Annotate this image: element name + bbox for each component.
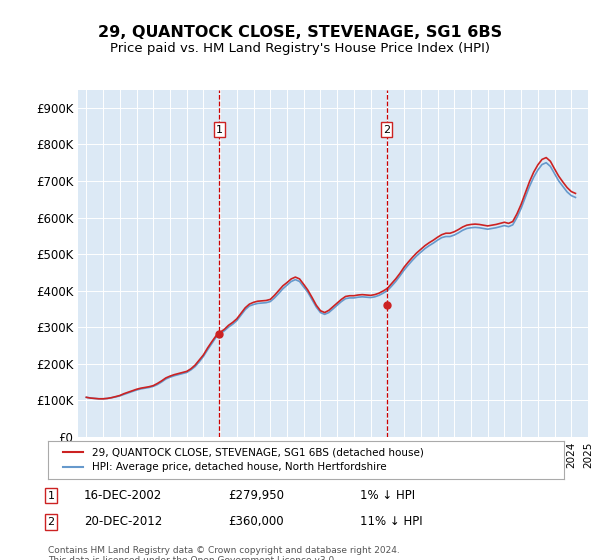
Text: 1% ↓ HPI: 1% ↓ HPI [360,489,415,502]
Text: 20-DEC-2012: 20-DEC-2012 [84,515,162,529]
Text: 1: 1 [216,124,223,134]
Text: 2: 2 [383,124,390,134]
Text: £279,950: £279,950 [228,489,284,502]
Text: 16-DEC-2002: 16-DEC-2002 [84,489,162,502]
Legend: 29, QUANTOCK CLOSE, STEVENAGE, SG1 6BS (detached house), HPI: Average price, det: 29, QUANTOCK CLOSE, STEVENAGE, SG1 6BS (… [58,443,428,477]
Text: 29, QUANTOCK CLOSE, STEVENAGE, SG1 6BS: 29, QUANTOCK CLOSE, STEVENAGE, SG1 6BS [98,25,502,40]
Text: 1: 1 [47,491,55,501]
Text: £360,000: £360,000 [228,515,284,529]
Text: Price paid vs. HM Land Registry's House Price Index (HPI): Price paid vs. HM Land Registry's House … [110,42,490,55]
Text: Contains HM Land Registry data © Crown copyright and database right 2024.
This d: Contains HM Land Registry data © Crown c… [48,546,400,560]
Text: 11% ↓ HPI: 11% ↓ HPI [360,515,422,529]
Text: 2: 2 [47,517,55,527]
